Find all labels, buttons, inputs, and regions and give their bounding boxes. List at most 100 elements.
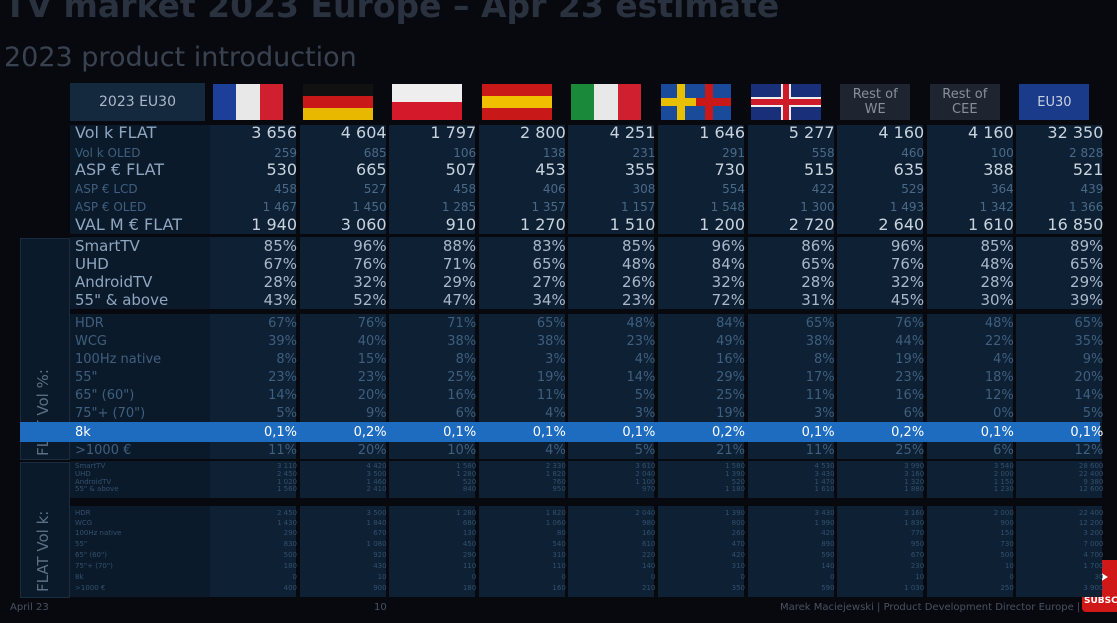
cell-value: 19% — [536, 369, 566, 385]
flag-stripe — [481, 108, 552, 120]
cell-value: 1 270 — [519, 215, 566, 234]
cell-value: 72% — [711, 290, 745, 309]
cell-value: 67% — [263, 254, 297, 273]
cell-value: 85% — [980, 236, 1014, 255]
cell-value: 1 100 — [635, 477, 656, 486]
cell-value: 5% — [634, 442, 656, 458]
cell-value: 310 — [731, 561, 745, 570]
flag — [213, 84, 283, 120]
cell-value: 1 300 — [800, 200, 835, 214]
cell-value: 32% — [711, 272, 745, 291]
cell-value: 3 060 — [340, 215, 387, 234]
column-band — [926, 125, 1013, 234]
cell-value: 65% — [1070, 254, 1104, 273]
cell-value: 291 — [722, 146, 745, 160]
cell-value: 610 — [642, 539, 656, 548]
cell-value: 364 — [990, 182, 1014, 196]
section-band — [70, 461, 210, 498]
cell-value: 28% — [980, 272, 1014, 291]
cell-value: 32% — [890, 272, 925, 291]
cell-value: 670 — [373, 528, 387, 537]
cell-value: 590 — [821, 583, 835, 592]
cell-value: 84% — [711, 254, 745, 273]
cell-value: 84% — [716, 315, 745, 331]
cell-value: 1 840 — [366, 518, 387, 527]
cell-value: 9% — [1082, 351, 1104, 367]
cell-value: 0 — [1009, 572, 1014, 581]
cell-value: 760 — [552, 477, 566, 486]
cell-value: 160 — [552, 583, 566, 592]
slide-subtitle: 2023 product introduction — [4, 42, 357, 73]
cell-value: 1 610 — [967, 215, 1014, 234]
cell-value: 2 330 — [545, 461, 566, 470]
column-band — [747, 506, 834, 597]
cell-value: 96% — [353, 236, 387, 255]
cell-value: 400 — [283, 583, 297, 592]
cell-value: 1 285 — [441, 200, 477, 214]
cell-value: 1 460 — [366, 477, 387, 486]
column-band — [389, 461, 476, 498]
flag-stripe — [594, 84, 619, 120]
cell-value: 635 — [893, 160, 925, 179]
cell-value: 83% — [532, 236, 566, 255]
corner-cell: 2023 EU30 — [70, 83, 205, 121]
cell-value: 100 — [990, 146, 1014, 160]
cell-value: 6% — [993, 442, 1014, 458]
cell-value: 730 — [714, 160, 745, 179]
footer-page: 10 — [374, 602, 387, 613]
cell-value: 14% — [626, 369, 656, 385]
column-header: EU30 — [1019, 84, 1090, 120]
cell-value: 8% — [813, 351, 835, 367]
cell-value: 1 450 — [352, 200, 387, 214]
cell-value: 558 — [811, 146, 835, 160]
column-band — [299, 125, 386, 234]
row-label: HDR — [75, 315, 104, 331]
cell-value: 22 400 — [1078, 508, 1104, 517]
cell-value: 2 000 — [993, 469, 1014, 478]
cell-value: 39% — [1070, 290, 1104, 309]
row-label: SmartTV — [75, 461, 106, 470]
cell-value: 110 — [462, 561, 477, 570]
cell-value: 388 — [983, 160, 1014, 179]
cell-value: 500 — [1000, 550, 1014, 559]
column-band — [568, 125, 655, 234]
column-band — [837, 461, 924, 498]
cell-value: 458 — [274, 182, 297, 196]
cell-value: 17% — [805, 369, 835, 385]
cell-value: 0,1% — [443, 424, 477, 440]
cell-value: 685 — [363, 146, 387, 160]
cell-value: 80 — [556, 528, 566, 537]
cell-value: 1 280 — [456, 508, 477, 517]
footer-author: Marek Maciejewski | Product Development … — [780, 602, 1081, 613]
cell-value: 5% — [1082, 405, 1104, 421]
cell-value: 1 467 — [262, 200, 297, 214]
cell-value: 2 450 — [276, 469, 297, 478]
cell-value: 11% — [536, 387, 566, 403]
column-band — [1016, 237, 1103, 309]
row-label: AndroidTV — [75, 272, 153, 291]
cell-value: 1 560 — [276, 484, 297, 493]
cell-value: 590 — [821, 550, 835, 559]
cell-value: 0 — [561, 572, 566, 581]
cell-value: 65% — [536, 315, 566, 331]
cell-value: 12% — [1074, 442, 1104, 458]
cell-value: 3 500 — [366, 508, 387, 517]
cell-value: 8% — [276, 351, 297, 367]
cell-value: 670 — [910, 550, 925, 559]
cell-value: 830 — [283, 539, 297, 548]
flag-cross — [782, 84, 789, 120]
cell-value: 138 — [542, 146, 566, 160]
cell-value: 515 — [804, 160, 835, 179]
cell-value: 14% — [1074, 387, 1104, 403]
column-band — [568, 506, 655, 597]
cell-value: 14% — [268, 387, 297, 403]
cell-value: 65% — [805, 315, 835, 331]
cell-value: 1 030 — [904, 583, 925, 592]
cell-value: 900 — [373, 583, 387, 592]
cell-value: 980 — [642, 518, 656, 527]
row-label: 55" — [75, 539, 88, 548]
cell-value: 20% — [357, 442, 387, 458]
cell-value: 140 — [821, 561, 835, 570]
row-label: WCG — [75, 518, 93, 527]
